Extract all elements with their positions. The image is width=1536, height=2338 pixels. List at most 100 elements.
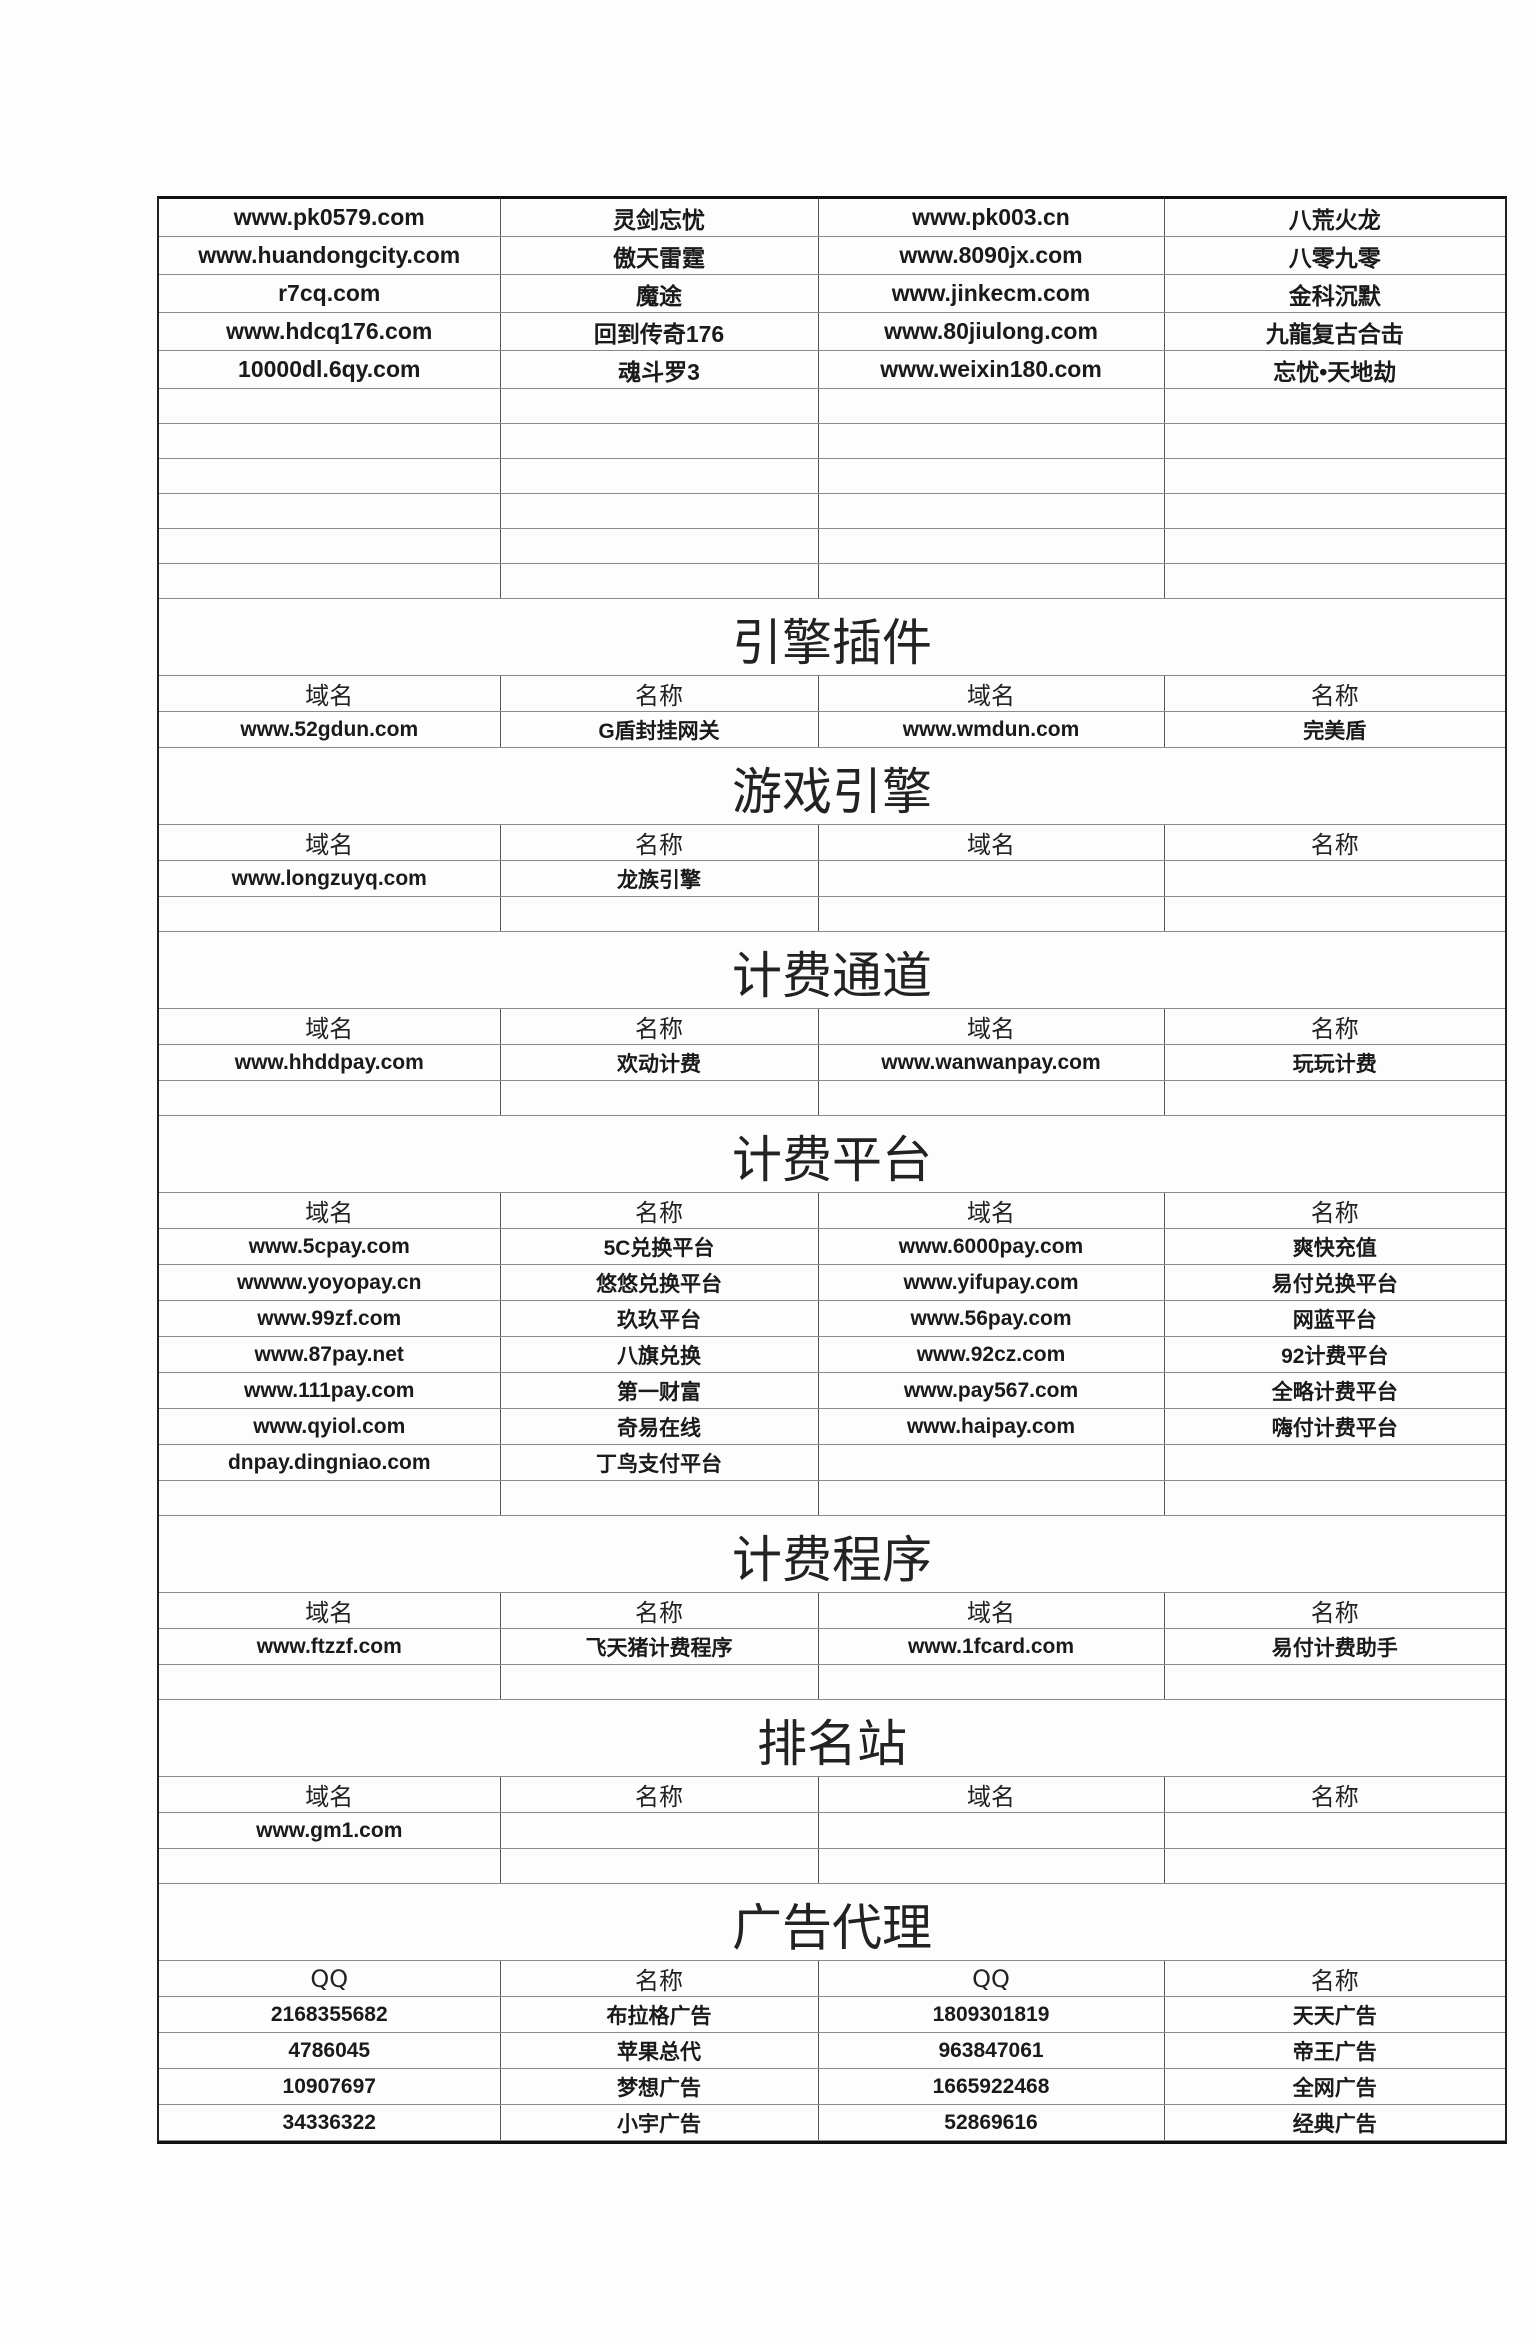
section-title: 排名站	[159, 1699, 1505, 1777]
table-row: 34336322 小宇广告 52869616 经典广告	[159, 2104, 1505, 2141]
cell-name-2: 爽快充值	[1164, 1228, 1505, 1265]
section-title: 计费程序	[159, 1515, 1505, 1593]
cell-domain: www.5cpay.com	[159, 1228, 501, 1265]
empty-cell	[1164, 1664, 1505, 1700]
section-title-row: 计费平台	[159, 1115, 1505, 1193]
cell-name: 梦想广告	[500, 2068, 819, 2105]
cell-domain-2	[818, 1812, 1165, 1849]
section-title: 计费通道	[159, 931, 1505, 1009]
empty-row	[159, 1664, 1505, 1700]
cell-name: 玖玖平台	[500, 1300, 819, 1337]
table-row: www.ftzzf.com 飞天猪计费程序 www.1fcard.com 易付计费助手	[159, 1628, 1505, 1665]
column-header-domain-2: 域名	[818, 824, 1165, 861]
cell-domain: 4786045	[159, 2032, 501, 2069]
directory-sheet: www.pk0579.com 灵剑忘忧 www.pk003.cn 八荒火龙 www.hu…	[157, 196, 1507, 2144]
cell-name-2: 忘忧•天地劫	[1164, 350, 1505, 389]
section-title-row: 计费通道	[159, 931, 1505, 1009]
cell-domain-2: www.wanwanpay.com	[818, 1044, 1165, 1081]
empty-cell	[500, 528, 819, 564]
empty-row	[159, 388, 1505, 424]
section-title: 计费平台	[159, 1115, 1505, 1193]
empty-cell	[500, 493, 819, 529]
empty-cell	[159, 1080, 501, 1116]
cell-name-2	[1164, 860, 1505, 897]
cell-name-2: 玩玩计费	[1164, 1044, 1505, 1081]
cell-domain: www.gm1.com	[159, 1812, 501, 1849]
empty-cell	[1164, 458, 1505, 494]
column-header-name: 名称	[500, 824, 819, 861]
empty-cell	[159, 1664, 501, 1700]
cell-domain-2: www.yifupay.com	[818, 1264, 1165, 1301]
empty-row	[159, 458, 1505, 494]
empty-cell	[159, 896, 501, 932]
cell-domain: www.111pay.com	[159, 1372, 501, 1409]
empty-row	[159, 563, 1505, 599]
empty-cell	[1164, 1080, 1505, 1116]
empty-cell	[1164, 1848, 1505, 1884]
cell-domain-2: www.pk003.cn	[818, 199, 1165, 237]
cell-domain-2	[818, 1444, 1165, 1481]
cell-domain: www.87pay.net	[159, 1336, 501, 1373]
table-row: www.hdcq176.com 回到传奇176 www.80jiulong.com 九…	[159, 312, 1505, 351]
table-row: www.huandongcity.com 傲天雷霆 www.8090jx.com 八零…	[159, 236, 1505, 275]
cell-domain: r7cq.com	[159, 274, 501, 313]
column-header-name: 名称	[500, 1960, 819, 1997]
header-row: 域名 名称 域名 名称	[159, 824, 1505, 861]
column-header-name: 名称	[500, 1008, 819, 1045]
column-header-domain: QQ	[159, 1960, 501, 1997]
cell-name-2: 易付计费助手	[1164, 1628, 1505, 1665]
table-row: wwww.yoyopay.cn 悠悠兑换平台 www.yifupay.com 易付兑换…	[159, 1264, 1505, 1301]
cell-domain: 34336322	[159, 2104, 501, 2141]
table-row: 10907697 梦想广告 1665922468 全网广告	[159, 2068, 1505, 2105]
cell-name: 傲天雷霆	[500, 236, 819, 275]
column-header-name-2: 名称	[1164, 1592, 1505, 1629]
column-header-name-2: 名称	[1164, 1192, 1505, 1229]
cell-name	[500, 1812, 819, 1849]
cell-domain: www.52gdun.com	[159, 711, 501, 748]
table-row: www.qyiol.com 奇易在线 www.haipay.com 嗨付计费平台	[159, 1408, 1505, 1445]
cell-domain: 10907697	[159, 2068, 501, 2105]
table-row: dnpay.dingniao.com 丁鸟支付平台	[159, 1444, 1505, 1481]
cell-domain-2: 1809301819	[818, 1996, 1165, 2033]
empty-cell	[159, 458, 501, 494]
empty-cell	[500, 458, 819, 494]
cell-name: 悠悠兑换平台	[500, 1264, 819, 1301]
table-row: www.gm1.com	[159, 1812, 1505, 1849]
cell-domain-2: www.pay567.com	[818, 1372, 1165, 1409]
empty-cell	[818, 563, 1165, 599]
empty-row	[159, 528, 1505, 564]
column-header-domain-2: 域名	[818, 1008, 1165, 1045]
table-row: 4786045 苹果总代 963847061 帝王广告	[159, 2032, 1505, 2069]
empty-cell	[818, 528, 1165, 564]
empty-cell	[1164, 493, 1505, 529]
cell-domain-2: www.1fcard.com	[818, 1628, 1165, 1665]
section-title-row: 计费程序	[159, 1515, 1505, 1593]
empty-cell	[500, 1664, 819, 1700]
column-header-domain-2: 域名	[818, 1776, 1165, 1813]
cell-domain: www.qyiol.com	[159, 1408, 501, 1445]
cell-name: 第一财富	[500, 1372, 819, 1409]
cell-name-2: 帝王广告	[1164, 2032, 1505, 2069]
empty-cell	[159, 563, 501, 599]
empty-cell	[500, 388, 819, 424]
cell-name: 八旗兑换	[500, 1336, 819, 1373]
cell-domain-2: www.6000pay.com	[818, 1228, 1165, 1265]
cell-domain-2: www.haipay.com	[818, 1408, 1165, 1445]
column-header-domain: 域名	[159, 1592, 501, 1629]
empty-row	[159, 1080, 1505, 1116]
cell-domain-2: www.jinkecm.com	[818, 274, 1165, 313]
cell-name: 飞天猪计费程序	[500, 1628, 819, 1665]
header-row: QQ 名称 QQ 名称	[159, 1960, 1505, 1997]
cell-domain-2: www.8090jx.com	[818, 236, 1165, 275]
empty-cell	[500, 563, 819, 599]
cell-name: 魔途	[500, 274, 819, 313]
cell-name: 欢动计费	[500, 1044, 819, 1081]
empty-cell	[159, 423, 501, 459]
directory-table: www.pk0579.com 灵剑忘忧 www.pk003.cn 八荒火龙 www.hu…	[159, 199, 1505, 2141]
cell-domain-2: 52869616	[818, 2104, 1165, 2141]
table-row: www.longzuyq.com 龙族引擎	[159, 860, 1505, 897]
cell-name-2: 易付兑换平台	[1164, 1264, 1505, 1301]
header-row: 域名 名称 域名 名称	[159, 1192, 1505, 1229]
cell-name: G盾封挂网关	[500, 711, 819, 748]
header-row: 域名 名称 域名 名称	[159, 675, 1505, 712]
